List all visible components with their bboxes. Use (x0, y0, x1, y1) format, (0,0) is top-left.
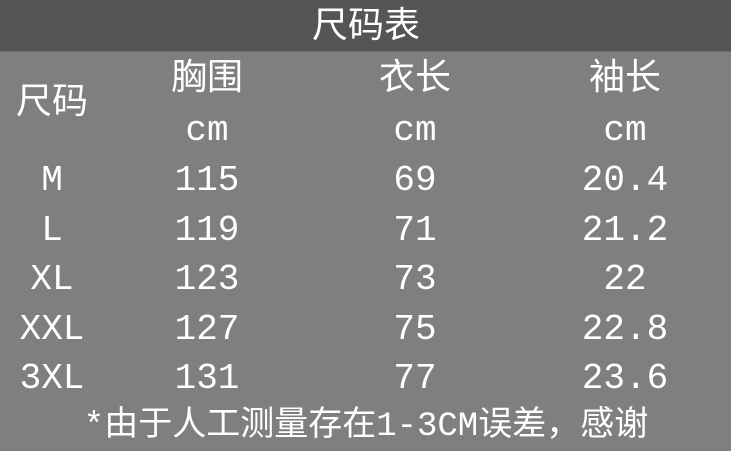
sleeve-unit: cm (603, 110, 647, 151)
size-column-header: 尺码 (15, 81, 89, 122)
value-cell: 71 (393, 209, 437, 251)
value-cell: 21.2 (581, 209, 669, 251)
chest-column-header: 胸围 (170, 57, 244, 98)
value-cell: 73 (393, 259, 437, 300)
size-cell: L (41, 209, 63, 251)
size-cell: 3XL (19, 358, 85, 399)
value-cell: 20.4 (581, 160, 669, 201)
chest-unit: cm (185, 110, 229, 151)
length-column-header: 衣长 (378, 57, 452, 98)
value-cell: 22 (603, 259, 647, 300)
value-cell: 69 (393, 160, 437, 201)
value-cell: 131 (174, 358, 240, 399)
page-title: 尺码表 (311, 5, 421, 46)
title-bar (0, 0, 731, 52)
value-cell: 127 (174, 308, 240, 350)
value-cell: 23.6 (581, 358, 669, 399)
sleeve-column-header: 袖长 (588, 57, 662, 98)
value-cell: 75 (393, 308, 437, 350)
size-cell: M (41, 160, 63, 201)
value-cell: 115 (174, 160, 240, 201)
value-cell: 123 (174, 259, 240, 300)
size-cell: XL (30, 259, 74, 300)
footnote: *由于人工测量存在1-3CM误差，感谢 (83, 408, 649, 446)
value-cell: 119 (174, 209, 240, 251)
value-cell: 22.8 (581, 308, 669, 350)
size-cell: XXL (19, 308, 85, 350)
length-unit: cm (393, 110, 437, 151)
value-cell: 77 (393, 358, 437, 399)
